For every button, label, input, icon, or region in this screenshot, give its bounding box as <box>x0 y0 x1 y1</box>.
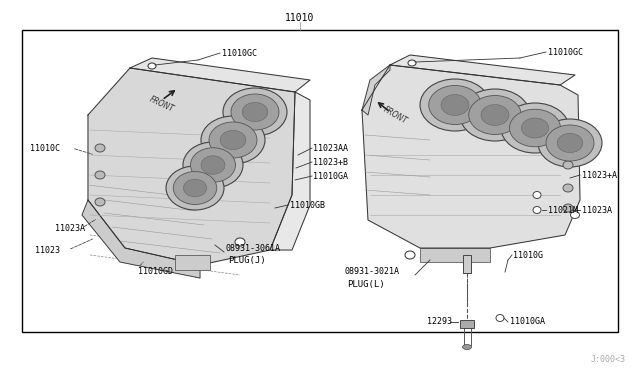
Text: 11010: 11010 <box>285 13 315 23</box>
Ellipse shape <box>420 79 490 131</box>
Text: 11023: 11023 <box>35 246 60 254</box>
Ellipse shape <box>441 94 469 115</box>
Ellipse shape <box>183 142 243 188</box>
Ellipse shape <box>429 86 481 125</box>
Polygon shape <box>270 92 310 250</box>
Ellipse shape <box>496 314 504 321</box>
Ellipse shape <box>95 171 105 179</box>
Text: 11023+B: 11023+B <box>313 157 348 167</box>
Ellipse shape <box>405 251 415 259</box>
Text: 12293: 12293 <box>427 317 452 327</box>
Ellipse shape <box>501 103 569 153</box>
Ellipse shape <box>95 144 105 152</box>
Text: 11010GD: 11010GD <box>138 267 173 276</box>
Ellipse shape <box>173 171 217 205</box>
Ellipse shape <box>563 161 573 169</box>
Ellipse shape <box>220 131 246 150</box>
Ellipse shape <box>166 166 224 210</box>
Text: 08931-3021A: 08931-3021A <box>345 267 400 276</box>
Ellipse shape <box>481 105 509 125</box>
Ellipse shape <box>191 148 236 182</box>
Text: PLUG(L): PLUG(L) <box>347 279 385 289</box>
Bar <box>463 255 471 273</box>
Text: J:000<3: J:000<3 <box>591 356 626 365</box>
Polygon shape <box>362 65 390 115</box>
Ellipse shape <box>563 204 573 212</box>
Ellipse shape <box>209 122 257 158</box>
Polygon shape <box>175 255 210 270</box>
Ellipse shape <box>242 102 268 122</box>
Ellipse shape <box>468 96 521 135</box>
Ellipse shape <box>570 212 579 218</box>
Ellipse shape <box>460 89 530 141</box>
Polygon shape <box>390 55 575 85</box>
Text: 11023+A: 11023+A <box>582 170 617 180</box>
Bar <box>460 320 474 328</box>
Polygon shape <box>82 200 200 278</box>
Text: 11010C: 11010C <box>30 144 60 153</box>
Bar <box>22 30 618 332</box>
Text: 08931-3061A: 08931-3061A <box>225 244 280 253</box>
Ellipse shape <box>538 119 602 167</box>
Ellipse shape <box>231 94 279 130</box>
Ellipse shape <box>223 88 287 136</box>
Text: 11010GA: 11010GA <box>313 171 348 180</box>
Polygon shape <box>362 65 580 248</box>
Polygon shape <box>130 58 310 92</box>
Ellipse shape <box>522 118 548 138</box>
Ellipse shape <box>546 125 594 161</box>
Polygon shape <box>420 248 490 262</box>
Ellipse shape <box>557 134 583 153</box>
Ellipse shape <box>509 109 561 147</box>
Text: 11010G: 11010G <box>513 250 543 260</box>
Ellipse shape <box>533 206 541 214</box>
Ellipse shape <box>201 156 225 174</box>
Text: 11010GC: 11010GC <box>548 48 583 57</box>
Ellipse shape <box>95 198 105 206</box>
Ellipse shape <box>408 60 416 66</box>
Text: FRONT: FRONT <box>148 94 175 113</box>
Text: PLUG(J): PLUG(J) <box>228 256 266 264</box>
Ellipse shape <box>148 63 156 69</box>
Ellipse shape <box>463 344 472 350</box>
Text: 11010GA: 11010GA <box>510 317 545 327</box>
Ellipse shape <box>563 184 573 192</box>
Polygon shape <box>88 68 295 265</box>
Ellipse shape <box>201 116 265 164</box>
Text: 11023A: 11023A <box>55 224 85 232</box>
Text: 11010GC: 11010GC <box>222 48 257 58</box>
Ellipse shape <box>184 179 207 197</box>
Text: 11010GB: 11010GB <box>290 201 325 209</box>
Text: 11021M: 11021M <box>548 205 578 215</box>
Text: FRONT: FRONT <box>382 105 409 125</box>
Text: 11023AA: 11023AA <box>313 144 348 153</box>
Ellipse shape <box>533 192 541 199</box>
Ellipse shape <box>235 238 245 246</box>
Text: 11023A: 11023A <box>582 205 612 215</box>
